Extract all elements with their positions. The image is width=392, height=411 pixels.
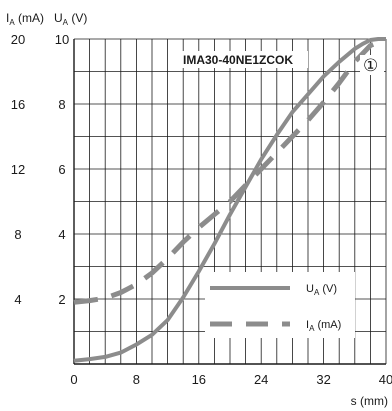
y-left-axis-title: IA (mA) <box>6 11 44 27</box>
x-tick-label: 24 <box>254 372 268 387</box>
x-tick-label: 8 <box>133 372 140 387</box>
y-left-tick-label: 4 <box>14 292 21 307</box>
y-left-tick-label: 8 <box>14 227 21 242</box>
y-right-tick-label: 2 <box>58 292 65 307</box>
legend: UA (V) IA (mA) <box>205 272 355 338</box>
svg-text:IA (mA): IA (mA) <box>6 11 44 27</box>
series-line-current <box>73 36 387 305</box>
y-right-tick-label: 10 <box>55 32 69 47</box>
x-axis-title: s (mm) <box>351 394 388 408</box>
marker-background <box>360 55 384 75</box>
title-background <box>182 51 308 68</box>
x-tick-label: 0 <box>70 372 77 387</box>
legend-label-voltage: UA (V) <box>306 283 337 297</box>
x-tick-label: 16 <box>192 372 206 387</box>
circled-marker: ① <box>363 56 378 75</box>
series-layer <box>73 36 387 363</box>
y-right-tick-label: 4 <box>58 227 65 242</box>
chart-title: IMA30-40NE1ZCOK <box>183 53 293 67</box>
legend-label-current: IA (mA) <box>306 319 341 333</box>
x-tick-label: 32 <box>316 372 330 387</box>
legend-background <box>205 272 355 338</box>
y-left-tick-label: 12 <box>11 162 25 177</box>
svg-text:UA (V): UA (V) <box>54 11 87 27</box>
y-right-tick-label: 6 <box>58 162 65 177</box>
x-tick-label: 40 <box>379 372 392 387</box>
y-left-tick-label: 16 <box>11 97 25 112</box>
y-right-tick-label: 8 <box>58 97 65 112</box>
y-left-tick-label: 20 <box>11 32 25 47</box>
y-right-axis-title: UA (V) <box>54 11 87 27</box>
axes <box>73 39 386 365</box>
